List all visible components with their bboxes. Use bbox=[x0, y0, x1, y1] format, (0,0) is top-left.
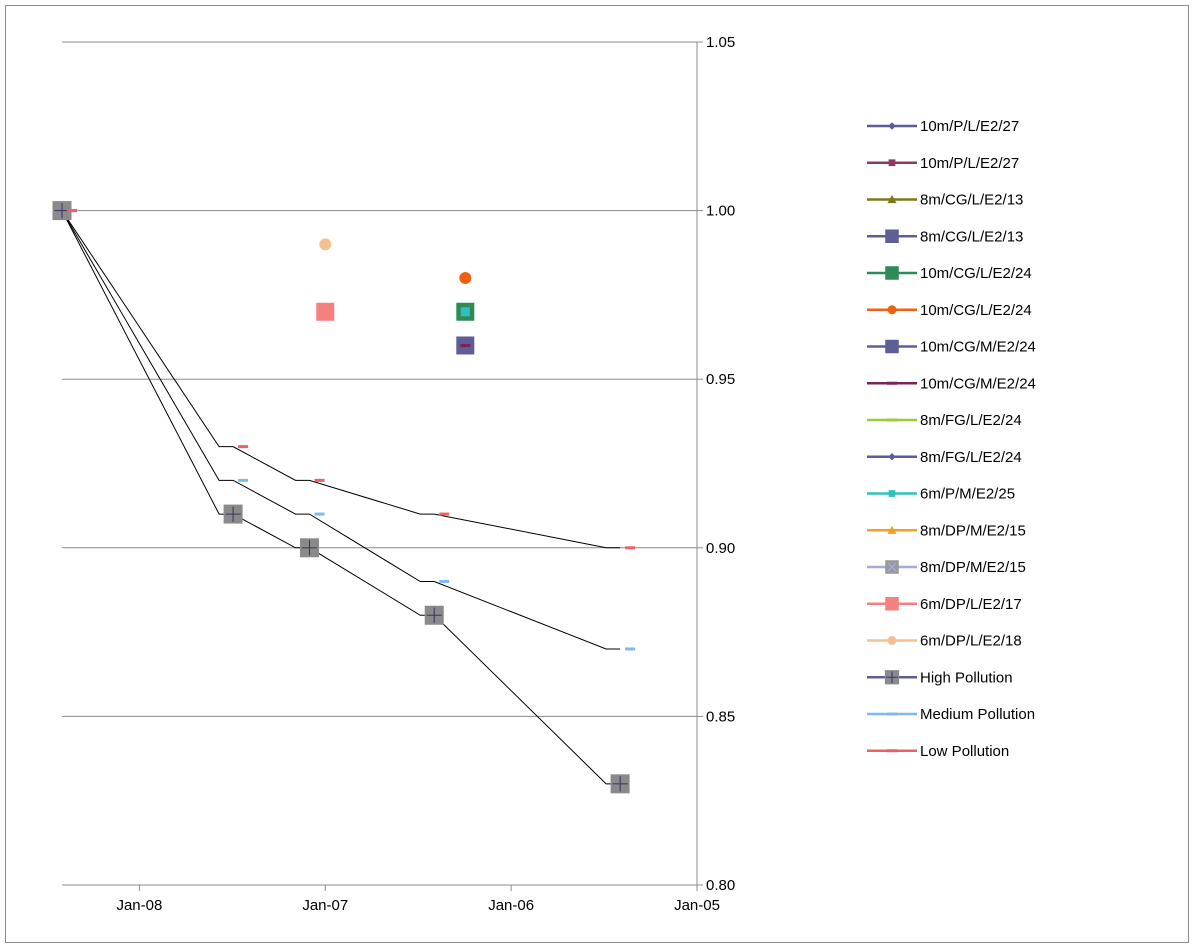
legend-item: 10m/P/L/E2/27 bbox=[867, 155, 1019, 172]
x-tick-label: Jan-06 bbox=[488, 897, 534, 914]
data-point bbox=[67, 209, 77, 213]
y-tick-label: 0.85 bbox=[706, 708, 735, 725]
data-point bbox=[238, 445, 249, 449]
legend-item: Medium Pollution bbox=[867, 706, 1035, 723]
legend-item: 10m/CG/L/E2/24 bbox=[867, 302, 1032, 319]
data-point bbox=[223, 504, 243, 524]
series-line-15 bbox=[61, 210, 621, 785]
data-point bbox=[299, 538, 319, 558]
data-point bbox=[238, 478, 249, 482]
legend-label: 10m/CG/M/E2/24 bbox=[920, 339, 1036, 356]
legend-item: 6m/DP/L/E2/17 bbox=[867, 596, 1022, 613]
y-tick-label: 1.00 bbox=[706, 203, 735, 220]
legend-item: 10m/P/L/E2/27 bbox=[867, 118, 1019, 135]
data-point bbox=[610, 774, 630, 794]
legend-label: 10m/P/L/E2/27 bbox=[920, 118, 1019, 135]
y-tick-label: 1.05 bbox=[706, 34, 735, 51]
data-point bbox=[319, 238, 332, 251]
legend-item: 8m/FG/L/E2/24 bbox=[867, 449, 1022, 466]
legend-label: 6m/P/M/E2/25 bbox=[920, 486, 1015, 503]
legend-swatch-marker bbox=[887, 381, 897, 385]
legend-label: 10m/CG/M/E2/24 bbox=[920, 375, 1036, 392]
y-tick-label: 0.80 bbox=[706, 877, 735, 894]
legend-label: 6m/DP/L/E2/17 bbox=[920, 596, 1022, 613]
legend-label: 8m/CG/L/E2/13 bbox=[920, 228, 1023, 245]
legend-swatch-marker bbox=[888, 490, 896, 497]
legend-swatch-marker bbox=[887, 525, 897, 534]
series-line-17 bbox=[61, 210, 621, 549]
series-line-16 bbox=[61, 210, 621, 650]
legend-swatch-marker bbox=[885, 229, 899, 243]
legend-item: High Pollution bbox=[867, 669, 1013, 686]
legend-item: 6m/P/M/E2/25 bbox=[867, 486, 1015, 503]
x-tick-label: Jan-05 bbox=[674, 897, 720, 914]
legend-item: 8m/DP/M/E2/15 bbox=[867, 559, 1026, 576]
legend-swatch-marker bbox=[888, 159, 896, 167]
legend-label: 8m/DP/M/E2/15 bbox=[920, 559, 1026, 576]
legend-item: Low Pollution bbox=[867, 743, 1009, 760]
x-tick-label: Jan-08 bbox=[116, 897, 162, 914]
legend-swatch-marker bbox=[885, 339, 899, 354]
legend-label: High Pollution bbox=[920, 669, 1013, 686]
legend-label: 8m/CG/L/E2/13 bbox=[920, 192, 1023, 209]
x-tick-label: Jan-07 bbox=[302, 897, 348, 914]
data-point bbox=[424, 605, 444, 625]
legend-label: 8m/DP/M/E2/15 bbox=[920, 522, 1026, 539]
legend-item: 6m/DP/L/E2/18 bbox=[867, 633, 1022, 650]
legend-swatch-marker bbox=[887, 195, 897, 204]
y-tick-label: 0.95 bbox=[706, 371, 735, 388]
legend-item: 10m/CG/M/E2/24 bbox=[867, 339, 1036, 356]
legend-item: 8m/FG/L/E2/24 bbox=[867, 412, 1022, 429]
data-point bbox=[439, 580, 450, 584]
data-point bbox=[460, 343, 471, 347]
legend-swatch-marker bbox=[887, 749, 897, 753]
legend-label: Medium Pollution bbox=[920, 706, 1035, 723]
data-point bbox=[314, 478, 325, 482]
legend-swatch-marker bbox=[884, 670, 900, 685]
legend: 10m/P/L/E2/27 10m/P/L/E2/27 8m/CG/L/E2/13 8… bbox=[867, 118, 1036, 760]
legend-swatch-marker bbox=[888, 453, 896, 461]
chart-frame bbox=[5, 5, 1189, 943]
legend-item: 8m/CG/L/E2/13 bbox=[867, 228, 1023, 245]
data-point bbox=[439, 512, 450, 516]
data-point bbox=[625, 647, 636, 651]
data-point bbox=[314, 512, 325, 516]
data-point bbox=[52, 201, 72, 221]
y-tick-label: 0.90 bbox=[706, 540, 735, 557]
legend-label: Low Pollution bbox=[920, 743, 1009, 760]
series-markers bbox=[52, 201, 636, 794]
legend-swatch-marker bbox=[887, 418, 897, 422]
legend-label: 10m/CG/L/E2/24 bbox=[920, 265, 1032, 282]
data-point bbox=[625, 546, 636, 550]
gridlines bbox=[62, 41, 697, 886]
legend-label: 10m/P/L/E2/27 bbox=[920, 155, 1019, 172]
legend-swatch-marker bbox=[887, 712, 897, 716]
legend-swatch-marker bbox=[885, 597, 899, 611]
series-lines bbox=[61, 210, 621, 785]
legend-item: 8m/CG/L/E2/13 bbox=[867, 192, 1023, 209]
data-point bbox=[459, 272, 472, 285]
legend-swatch-marker bbox=[885, 560, 899, 574]
legend-item: 8m/DP/M/E2/15 bbox=[867, 522, 1026, 539]
data-point bbox=[316, 302, 335, 321]
data-point bbox=[460, 307, 470, 317]
legend-label: 10m/CG/L/E2/24 bbox=[920, 302, 1032, 319]
legend-swatch-marker bbox=[887, 305, 897, 315]
legend-swatch-marker bbox=[887, 636, 897, 645]
legend-label: 8m/FG/L/E2/24 bbox=[920, 412, 1022, 429]
legend-label: 8m/FG/L/E2/24 bbox=[920, 449, 1022, 466]
axes: 0.80 0.85 0.90 0.95 1.00 1.05 Jan-08 Jan-07 Jan-… bbox=[62, 34, 735, 914]
legend-item: 10m/CG/M/E2/24 bbox=[867, 375, 1036, 392]
legend-swatch-marker bbox=[888, 122, 896, 130]
legend-label: 6m/DP/L/E2/18 bbox=[920, 633, 1022, 650]
legend-item: 10m/CG/L/E2/24 bbox=[867, 265, 1032, 282]
legend-swatch-marker bbox=[885, 266, 899, 280]
